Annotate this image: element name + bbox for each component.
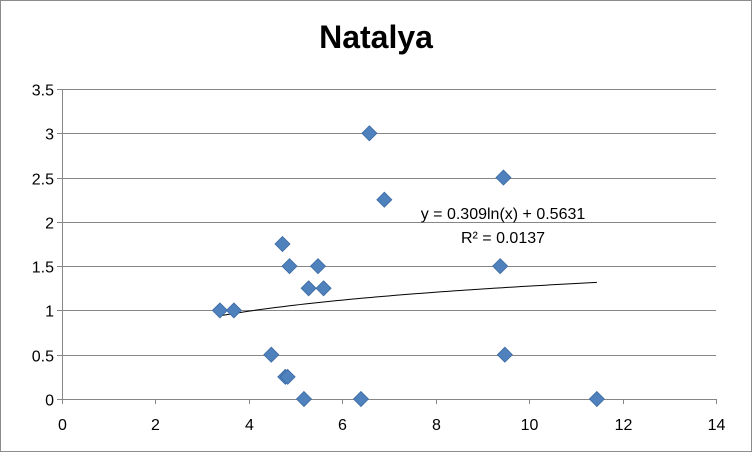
y-tick-label: 3.5 [32, 83, 54, 100]
trendline [219, 281, 597, 317]
data-point [211, 302, 228, 319]
y-tick-label: 3 [45, 127, 54, 144]
data-point [309, 258, 327, 275]
data-point [263, 346, 280, 363]
data-point [281, 258, 298, 275]
y-tick-label: 2 [45, 216, 54, 233]
y-tick-label: 2.5 [32, 172, 54, 189]
x-tick-label: 4 [245, 417, 254, 434]
x-tick-label: 6 [338, 417, 347, 434]
data-point [496, 346, 513, 363]
data-point [492, 258, 509, 275]
data-point [361, 125, 378, 142]
trendline-r-squared: R² = 0.0137 [461, 230, 545, 247]
axes [57, 89, 717, 404]
data-point [315, 280, 332, 297]
x-tick-label: 8 [432, 417, 441, 434]
trendline-group [219, 281, 597, 317]
x-tick-label: 14 [708, 417, 726, 434]
data-point [279, 368, 296, 385]
trendline-equation: y = 0.309ln(x) + 0.5631 [421, 206, 586, 223]
data-point [274, 235, 291, 253]
chart-title: Natalya [319, 19, 433, 55]
y-tick-label: 1 [45, 304, 54, 321]
tick-labels: 0 0.5 1 1.5 2 2.5 3 3.5 0 2 4 6 8 10 12 14 [32, 83, 726, 435]
x-tick-label: 10 [521, 417, 539, 434]
x-tick-label: 12 [615, 417, 633, 434]
x-tick-label: 0 [58, 417, 67, 434]
y-tick-label: 1.5 [32, 260, 54, 277]
data-point [295, 390, 313, 408]
data-point [225, 302, 242, 319]
y-tick-label: 0 [45, 393, 54, 410]
data-points [211, 125, 605, 408]
x-tick-label: 2 [151, 417, 160, 434]
data-point [300, 280, 317, 297]
data-point [495, 169, 512, 186]
data-point [588, 390, 605, 408]
data-point [376, 191, 393, 208]
data-point [352, 390, 370, 408]
gridlines [62, 89, 716, 356]
y-tick-label: 0.5 [32, 349, 54, 366]
